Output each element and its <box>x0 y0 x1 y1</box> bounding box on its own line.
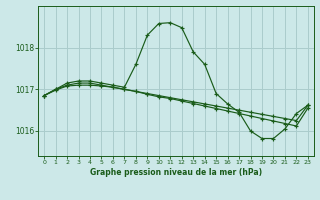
X-axis label: Graphe pression niveau de la mer (hPa): Graphe pression niveau de la mer (hPa) <box>90 168 262 177</box>
